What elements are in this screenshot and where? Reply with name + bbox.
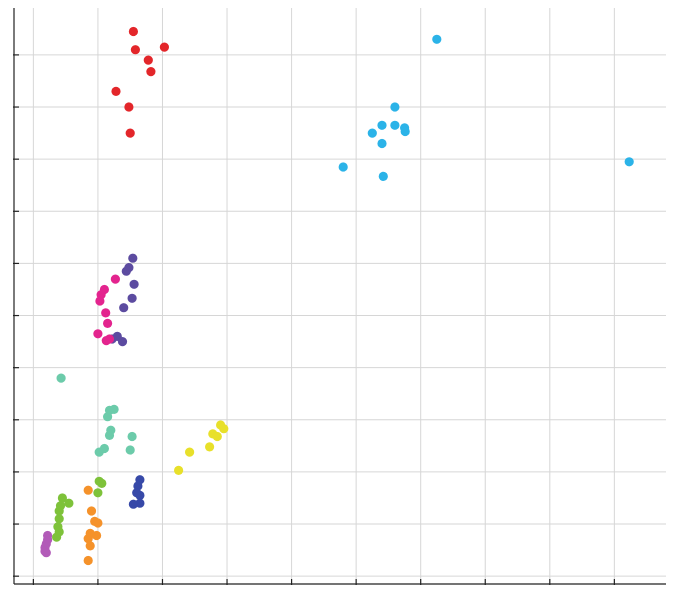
data-points (40, 26, 634, 566)
data-point-7-0 (83, 485, 93, 495)
data-point-9-5 (41, 548, 51, 558)
data-point-0-5 (111, 86, 121, 96)
data-point-8-4 (64, 498, 74, 508)
data-point-6-3 (135, 490, 145, 500)
data-point-1-10 (624, 157, 634, 167)
series-5 (174, 420, 229, 475)
data-point-0-1 (130, 45, 140, 55)
data-point-0-7 (125, 128, 135, 138)
gridlines (14, 8, 666, 584)
data-point-3-6 (93, 329, 103, 339)
data-point-7-7 (85, 541, 95, 551)
data-point-7-8 (83, 555, 93, 566)
data-point-1-9 (378, 171, 388, 181)
data-point-5-1 (219, 424, 229, 434)
data-point-2-5 (119, 303, 129, 313)
data-point-5-3 (212, 431, 222, 442)
data-point-8-10 (52, 532, 62, 542)
data-point-4-3 (103, 412, 113, 422)
data-point-6-5 (128, 499, 138, 509)
data-point-7-5 (92, 530, 102, 541)
data-point-8-6 (54, 506, 64, 516)
data-point-3-4 (101, 308, 111, 318)
data-point-0-4 (146, 67, 156, 77)
data-point-5-5 (185, 447, 195, 457)
data-point-0-0 (128, 26, 138, 37)
data-point-2-2 (121, 266, 131, 276)
data-point-5-6 (174, 465, 184, 475)
data-point-3-5 (103, 318, 113, 328)
data-point-6-1 (133, 481, 143, 491)
series-0 (111, 26, 169, 138)
data-point-8-2 (93, 488, 103, 498)
data-point-1-5 (400, 126, 410, 137)
data-point-1-6 (367, 128, 377, 138)
data-point-7-3 (93, 518, 103, 528)
data-point-1-3 (390, 120, 400, 130)
data-point-7-6 (83, 534, 93, 544)
series-4 (56, 373, 137, 457)
series-9 (40, 530, 53, 558)
data-point-3-3 (95, 296, 105, 306)
data-point-1-2 (377, 120, 387, 130)
series-8 (52, 476, 107, 542)
series-1 (338, 34, 634, 181)
data-point-1-0 (432, 34, 442, 44)
data-point-4-7 (125, 445, 135, 455)
data-point-1-8 (338, 162, 348, 172)
data-point-2-7 (117, 337, 128, 347)
data-point-1-7 (377, 138, 387, 149)
data-point-3-0 (110, 274, 120, 284)
series-2 (107, 253, 139, 347)
data-point-4-6 (127, 431, 137, 442)
data-point-4-0 (56, 373, 66, 383)
data-point-4-9 (94, 447, 104, 457)
data-point-8-7 (54, 514, 64, 524)
data-point-0-6 (124, 102, 134, 112)
data-point-8-3 (57, 493, 67, 503)
series-3 (93, 274, 120, 346)
data-point-2-4 (127, 293, 137, 303)
data-point-2-3 (129, 279, 139, 289)
data-point-5-4 (205, 442, 215, 452)
data-point-3-8 (104, 334, 115, 344)
data-point-0-3 (143, 55, 153, 65)
series-6 (128, 475, 145, 509)
data-point-1-1 (390, 102, 400, 112)
data-point-2-0 (128, 253, 138, 263)
axis-ticks (13, 54, 615, 585)
data-point-7-1 (86, 506, 97, 516)
data-point-4-5 (104, 430, 115, 440)
axes (13, 8, 666, 585)
series-7 (83, 485, 103, 566)
data-point-0-2 (159, 42, 169, 52)
data-point-8-1 (97, 478, 107, 488)
